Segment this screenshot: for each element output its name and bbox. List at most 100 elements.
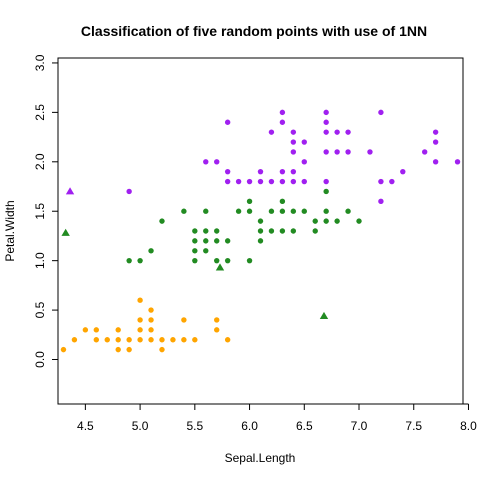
scatter-point-series-2 — [257, 178, 264, 185]
scatter-point-series-1 — [181, 208, 187, 214]
scatter-point-series-0 — [82, 327, 89, 333]
scatter-point-series-0 — [148, 337, 154, 343]
scatter-point-series-1 — [246, 257, 253, 264]
y-axis: 0.0 0.5 1.0 1.5 2.0 2.5 3.0 — [33, 54, 59, 368]
scatter-point-series-1 — [257, 228, 264, 234]
scatter-point-series-2 — [334, 129, 340, 135]
scatter-point-series-2 — [378, 178, 384, 185]
scatter-point-series-1 — [323, 188, 329, 195]
scatter-point-series-2 — [400, 168, 406, 175]
x-tick-label: 5.0 — [132, 419, 149, 433]
scatter-point-series-1 — [356, 218, 362, 224]
scatter-point-series-2 — [279, 178, 286, 185]
scatter-point-series-1 — [323, 208, 329, 214]
scatter-point-series-2 — [290, 139, 297, 145]
scatter-point-series-0 — [137, 327, 143, 333]
scatter-point-series-1 — [159, 218, 165, 224]
scatter-point-series-1 — [279, 228, 286, 234]
scatter-point-series-0 — [104, 337, 110, 343]
scatter-point-series-1 — [192, 228, 198, 234]
scatter-point-series-1 — [312, 228, 318, 234]
scatter-point-series-2 — [432, 159, 439, 165]
scatter-point-series-1 — [235, 208, 242, 214]
scatter-point-series-1 — [290, 228, 297, 234]
scatter-point-series-1 — [214, 238, 220, 244]
scatter-point-series-0 — [148, 307, 154, 313]
scatter-point-series-2 — [214, 159, 220, 165]
scatter-point-series-1 — [279, 208, 286, 214]
y-tick-label: 1.5 — [33, 203, 47, 220]
scatter-point-series-1 — [203, 238, 209, 244]
scatter-point-series-0 — [126, 346, 132, 353]
x-axis: 4.5 5.0 5.5 6.0 6.5 7.0 7.5 8.0 — [77, 403, 477, 433]
scatter-point-series-1 — [246, 198, 253, 205]
scatter-point-series-2 — [268, 129, 275, 135]
scatter-point-series-2 — [268, 178, 275, 185]
scatter-point-series-0 — [170, 337, 176, 343]
scatter-point-series-0 — [137, 297, 143, 303]
scatter-point-series-2 — [432, 139, 439, 145]
x-tick-label: 4.5 — [77, 419, 94, 433]
y-tick-label: 0.0 — [33, 351, 47, 368]
x-tick-label: 7.5 — [405, 419, 422, 433]
scatter-point-series-0 — [214, 317, 220, 323]
scatter-point-series-2 — [301, 178, 307, 185]
y-axis-label: Petal.Width — [3, 200, 17, 261]
x-axis-label: Sepal.Length — [225, 451, 296, 465]
scatter-point-series-0 — [115, 346, 121, 353]
scatter-point-series-0 — [115, 327, 121, 333]
scatter-point-series-1 — [192, 238, 198, 244]
scatter-point-series-2 — [345, 149, 351, 155]
scatter-point-series-0 — [93, 337, 100, 343]
scatter-point-series-2 — [421, 149, 428, 155]
scatter-point-series-0 — [214, 327, 220, 333]
scatter-point-series-2 — [301, 139, 307, 145]
triangle-point — [65, 187, 75, 195]
scatter-point-series-2 — [323, 178, 329, 185]
scatter-point-series-2 — [126, 188, 132, 195]
scatter-point-series-0 — [148, 317, 154, 323]
scatter-point-series-2 — [323, 129, 329, 135]
scatter-point-series-2 — [378, 198, 384, 205]
x-tick-label: 7.0 — [351, 419, 368, 433]
scatter-point-series-1 — [257, 238, 264, 244]
scatter-point-series-1 — [203, 228, 209, 234]
y-tick-label: 2.5 — [33, 104, 47, 121]
scatter-point-series-2 — [323, 109, 329, 116]
scatter-point-series-2 — [389, 178, 395, 185]
scatter-point-series-2 — [301, 159, 307, 165]
scatter-point-series-1 — [192, 248, 198, 254]
scatter-point-series-1 — [126, 257, 132, 264]
scatter-point-series-1 — [268, 228, 275, 234]
scatter-point-series-2 — [257, 168, 264, 175]
y-tick-label: 2.0 — [33, 153, 47, 170]
scatter-point-series-1 — [214, 228, 220, 234]
scatter-point-series-2 — [323, 149, 329, 155]
scatter-point-series-1 — [323, 218, 329, 224]
scatter-point-series-0 — [137, 317, 143, 323]
x-tick-label: 5.5 — [186, 419, 203, 433]
scatter-point-series-2 — [290, 168, 297, 175]
scatter-point-series-2 — [246, 178, 253, 185]
scatter-point-series-2 — [224, 119, 231, 125]
triangle-point — [215, 263, 225, 271]
scatter-point-series-1 — [192, 257, 198, 264]
chart-title: Classification of five random points wit… — [81, 23, 427, 39]
scatter-point-series-0 — [60, 346, 67, 353]
scatter-point-series-2 — [290, 129, 297, 135]
y-tick-label: 1.0 — [33, 252, 47, 269]
scatter-point-series-1 — [312, 218, 318, 224]
x-tick-label: 6.0 — [241, 419, 258, 433]
scatter-point-series-1 — [214, 257, 220, 264]
scatter-point-series-0 — [192, 337, 198, 343]
scatter-point-series-2 — [224, 178, 231, 185]
scatter-point-series-0 — [159, 337, 165, 343]
scatter-point-series-1 — [224, 238, 231, 244]
scatter-point-series-0 — [224, 337, 231, 343]
scatter-point-series-1 — [268, 208, 275, 214]
scatter-point-series-2 — [432, 129, 439, 135]
scatter-point-series-2 — [345, 129, 351, 135]
scatter-point-series-2 — [290, 149, 297, 155]
scatter-point-series-1 — [203, 208, 209, 214]
y-tick-label: 0.5 — [33, 301, 47, 318]
